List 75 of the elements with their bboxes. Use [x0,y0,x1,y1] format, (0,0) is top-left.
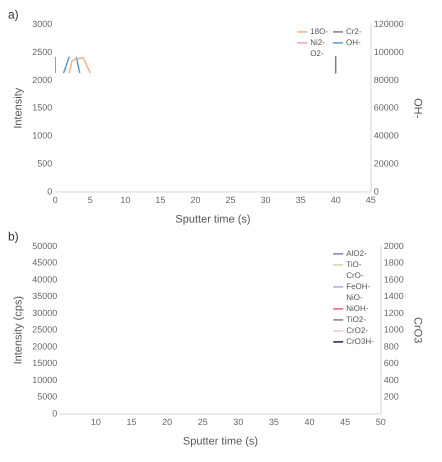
y-tick-label: 1500 [32,102,52,113]
x-tick-label: 10 [90,416,101,427]
y2-tick-label: 120000 [374,18,404,29]
y-tick-label: 35000 [32,291,58,302]
y2-axis-title: CrO3 [411,317,424,344]
x-tick-label: 25 [198,416,208,427]
x-tick-label: 20 [162,416,172,427]
y2-tick-label: 20000 [374,158,399,169]
y2-tick-label: 1200 [384,308,404,318]
x-tick-label: 5 [88,194,93,205]
x-tick-label: 20 [190,194,200,205]
x-tick-label: 35 [268,416,279,427]
chart-title: b) [8,230,19,244]
y-axis-title: Intensity [12,87,25,129]
legend-label: CrO3H- [346,337,374,346]
legend-label: NiOH- [346,304,369,314]
x-tick-label: 10 [120,194,130,205]
y2-tick-label: 400 [384,374,399,385]
text: NiO- [346,293,363,302]
text: CrO- [346,271,364,280]
x-tick-label: 15 [126,416,136,427]
x-axis-title: Sputter time (s) [175,213,251,226]
text: O2- [310,49,324,58]
y-tick-label: 20000 [32,341,58,352]
y2-tick-label: 0 [374,186,379,196]
y-tick-label: 0 [52,408,58,418]
x-tick-label: 40 [330,194,341,205]
y-tick-label: 50000 [32,240,58,251]
y-tick-label: 40000 [32,274,58,284]
y2-tick-label: 100000 [374,46,404,57]
y2-tick-label: 800 [384,341,399,352]
x-tick-label: 50 [376,416,386,427]
legend-label: OH- [346,38,361,48]
x-tick-label: 30 [233,416,244,427]
y-tick-label: 5000 [37,392,58,402]
x-tick-label: 15 [155,194,166,205]
y2-tick-label: 60000 [374,102,399,113]
x-axis-title: Sputter time (s) [182,435,258,448]
legend-label: TiO- [346,260,362,270]
y-tick-label: 45000 [32,258,58,268]
legend-label: Ni2- [310,38,326,48]
x-tick-label: 30 [260,194,271,205]
legend-label: AlO2- [346,249,368,258]
x-tick-label: 25 [226,194,236,205]
x-tick-label: 35 [296,194,306,205]
legend-label: Cr2- [346,27,362,36]
legend-label: 18O- [310,27,328,36]
y-axis-title: Intensity (cps) [12,296,25,364]
x-tick-label: 45 [366,194,376,205]
y2-tick-label: 600 [384,358,399,368]
y2-tick-label: 1600 [384,274,404,284]
y-tick-label: 2500 [32,46,52,57]
legend-label: FeOH- [346,282,371,292]
x-tick-label: 45 [340,416,350,427]
y2-tick-label: 1400 [384,291,404,302]
y2-tick-label: 2000 [384,240,404,251]
y2-tick-label: 80000 [374,74,399,85]
y-tick-label: 30000 [32,308,58,318]
y2-tick-label: 1000 [384,324,404,335]
y2-tick-label: 40000 [374,130,399,141]
x-tick-label: 40 [304,416,315,427]
y-tick-label: 25000 [32,324,58,335]
y-tick-label: 10000 [32,374,58,385]
y-tick-label: 15000 [32,358,58,368]
y-tick-label: 500 [37,158,52,169]
y2-tick-label: 200 [384,392,399,402]
y2-tick-label: 1800 [384,258,404,268]
y-tick-label: 0 [47,186,52,196]
legend-label: TiO2- [346,315,366,324]
y-tick-label: 1000 [32,130,52,141]
y2-axis-title: OH- [411,98,424,119]
legend-label: CrO2- [346,326,368,336]
y-tick-label: 2000 [32,74,52,85]
chart-title: a) [8,8,19,22]
y-tick-label: 3000 [32,18,52,29]
